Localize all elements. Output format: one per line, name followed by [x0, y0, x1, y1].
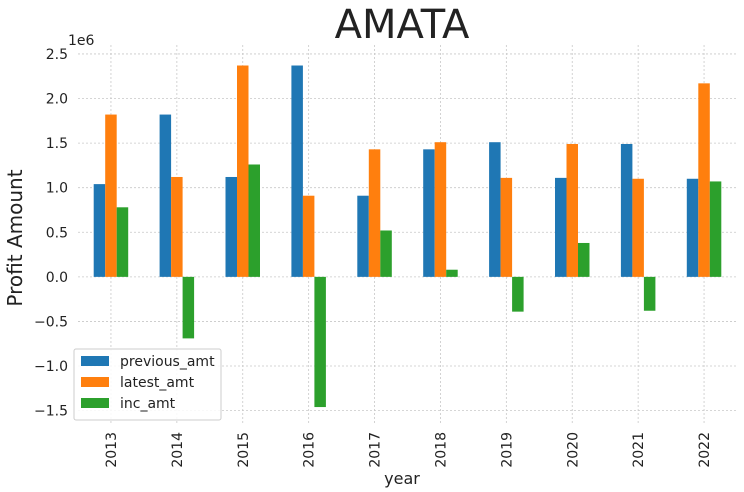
- bar-latest_amt: [302, 195, 315, 277]
- legend-swatch-inc_amt: [81, 398, 109, 408]
- bar-latest_amt: [105, 114, 117, 277]
- bar-inc_amt: [182, 276, 195, 339]
- bar-latest_amt: [698, 83, 710, 277]
- y-tick-labels: −1.5 −1.0 −0.5 0.0 0.5 1.0 1.5 2.0 2.5: [34, 47, 68, 420]
- x-tick-labels: 2013 2014 2015 2016 2017 2018 2019 2020 2021 2022: [104, 432, 713, 468]
- bar-inc_amt: [446, 269, 458, 277]
- bar-latest_amt: [171, 176, 183, 277]
- y-multiplier-label: 1e6: [68, 33, 95, 49]
- bar-latest_amt: [237, 65, 249, 277]
- bar-latest_amt: [500, 177, 513, 277]
- x-tick-label: 2013: [104, 432, 120, 468]
- legend-label-latest_amt: latest_amt: [120, 375, 195, 391]
- bar-inc_amt: [314, 276, 326, 408]
- bar-latest_amt: [434, 142, 447, 277]
- bar-latest_amt: [566, 143, 578, 277]
- bar-previous_amt: [686, 178, 699, 277]
- bars: [93, 65, 722, 408]
- bar-inc_amt: [380, 230, 392, 277]
- y-tick-label: 0.5: [46, 225, 68, 241]
- y-tick-label: −1.5: [34, 404, 68, 420]
- legend-swatch-previous_amt: [81, 356, 109, 366]
- y-axis-label: Profit Amount: [3, 169, 27, 306]
- bar-previous_amt: [225, 176, 237, 277]
- bar-inc_amt: [248, 164, 260, 277]
- bar-previous_amt: [291, 65, 303, 277]
- bar-inc_amt: [512, 276, 524, 312]
- x-tick-label: 2015: [236, 432, 252, 468]
- x-tick-label: 2021: [631, 432, 647, 468]
- bar-previous_amt: [423, 149, 435, 277]
- legend-frame: [73, 348, 222, 421]
- bar-inc_amt: [578, 242, 590, 277]
- x-tick-label: 2018: [433, 432, 449, 468]
- y-tick-label: −1.0: [34, 359, 68, 375]
- x-tick-label: 2017: [368, 432, 384, 468]
- bar-previous_amt: [620, 143, 633, 277]
- x-tick-label: 2019: [499, 432, 515, 468]
- bar-previous_amt: [357, 195, 369, 277]
- bar-previous_amt: [489, 142, 501, 277]
- chart-title: AMATA: [335, 2, 470, 48]
- x-tick-label: 2014: [170, 432, 186, 468]
- bar-inc_amt: [643, 276, 656, 311]
- bar-previous_amt: [555, 177, 567, 277]
- y-tick-label: 0.0: [46, 270, 68, 286]
- x-axis-label: year: [384, 469, 420, 488]
- y-tick-label: 1.5: [46, 136, 68, 152]
- legend-label-inc_amt: inc_amt: [120, 396, 176, 412]
- x-tick-label: 2020: [565, 432, 581, 468]
- legend-swatch-latest_amt: [81, 377, 109, 387]
- y-tick-label: 2.5: [46, 47, 68, 63]
- legend-label-previous_amt: previous_amt: [120, 354, 215, 370]
- y-tick-label: 2.0: [46, 92, 68, 108]
- bar-previous_amt: [93, 184, 106, 277]
- legend: previous_amt latest_amt inc_amt: [73, 348, 222, 421]
- y-tick-label: 1.0: [46, 181, 68, 197]
- bar-latest_amt: [368, 149, 381, 277]
- y-tick-label: −0.5: [34, 314, 68, 330]
- x-tick-label: 2022: [697, 432, 713, 468]
- x-tick-label: 2016: [302, 432, 318, 468]
- bar-previous_amt: [159, 114, 172, 277]
- bar-latest_amt: [632, 178, 644, 277]
- bar-inc_amt: [709, 181, 722, 277]
- bar-inc_amt: [116, 207, 129, 277]
